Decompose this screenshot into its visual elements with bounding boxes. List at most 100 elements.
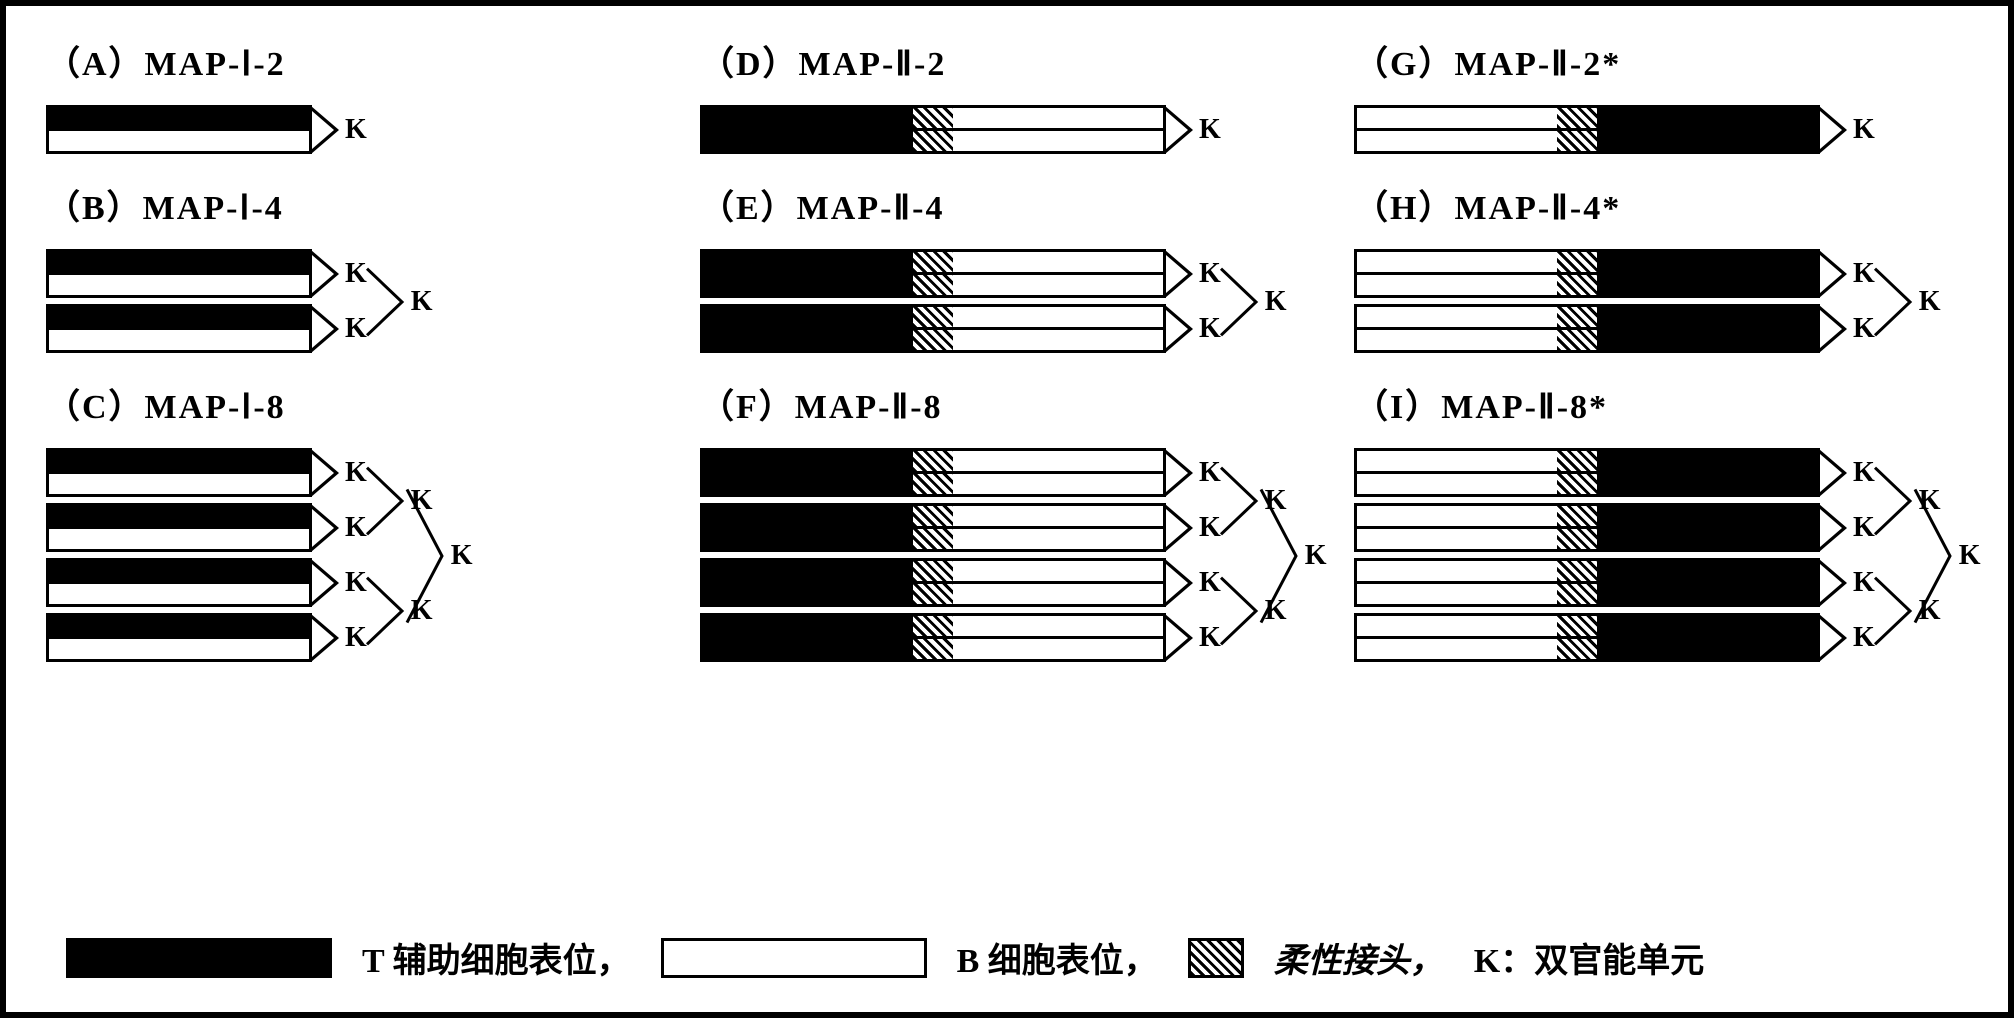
k-label: K xyxy=(345,258,367,290)
segment-hatch xyxy=(913,616,953,636)
segment-white xyxy=(49,330,309,350)
branch-group: KKK xyxy=(1354,249,1968,359)
legend: T 辅助细胞表位， B 细胞表位， 柔性接头， K：双官能单元 xyxy=(66,933,1948,982)
arrowhead-icon xyxy=(1819,504,1847,552)
arrowhead-icon xyxy=(311,250,339,298)
peptide-arm: K xyxy=(1354,304,1875,353)
k-label: K xyxy=(1853,114,1875,146)
k-label: K xyxy=(1919,286,1941,318)
segment-black xyxy=(703,639,913,659)
peptide-arm: K xyxy=(1354,558,1875,607)
k-label: K xyxy=(1199,622,1221,654)
k-label: K xyxy=(1199,567,1221,599)
segment-black xyxy=(703,561,913,581)
segment-black xyxy=(1597,108,1817,128)
peptide-bar xyxy=(46,249,312,298)
arrowhead-icon xyxy=(1165,504,1193,552)
bracket: K xyxy=(1875,559,1915,668)
structure: KKK xyxy=(1354,249,1968,359)
legend-swatch-hatch xyxy=(1188,938,1244,978)
k-label: K xyxy=(1959,540,1981,572)
peptide-bar xyxy=(1354,558,1820,607)
segment-black xyxy=(703,506,913,526)
arrowhead-icon xyxy=(1819,305,1847,353)
branch-group: KKK xyxy=(700,249,1314,359)
peptide-bar xyxy=(700,304,1166,353)
peptide-bar xyxy=(46,304,312,353)
k-label: K xyxy=(345,567,367,599)
segment-hatch xyxy=(1557,474,1597,494)
peptide-arm: K xyxy=(1354,503,1875,552)
panel-title: （D）MAP-Ⅱ-2 xyxy=(700,36,1314,85)
k-label: K xyxy=(1853,313,1875,345)
peptide-bar xyxy=(46,105,312,154)
structure: KKK xyxy=(46,249,660,359)
k-label: K xyxy=(1853,567,1875,599)
segment-black xyxy=(1597,529,1817,549)
peptide-bar xyxy=(700,448,1166,497)
segment-black xyxy=(1597,451,1817,471)
segment-white xyxy=(49,474,309,494)
arrowhead-icon xyxy=(1819,449,1847,497)
peptide-arm: K xyxy=(46,613,367,662)
segment-white xyxy=(953,529,1163,549)
segment-hatch xyxy=(913,529,953,549)
peptide-bar xyxy=(700,105,1166,154)
segment-white xyxy=(49,529,309,549)
segment-hatch xyxy=(1557,252,1597,272)
segment-black xyxy=(703,275,913,295)
peptide-bar xyxy=(700,249,1166,298)
arrowhead-icon xyxy=(311,305,339,353)
segment-hatch xyxy=(913,275,953,295)
peptide-bar xyxy=(1354,105,1820,154)
peptide-arm: K xyxy=(700,613,1221,662)
peptide-arm: K xyxy=(1354,448,1875,497)
structure: KKKKKKK xyxy=(1354,448,1968,668)
bracket: K xyxy=(1261,452,1301,665)
peptide-arm: K xyxy=(700,448,1221,497)
segment-hatch xyxy=(913,506,953,526)
peptide-arm: K xyxy=(1354,249,1875,298)
peptide-bar xyxy=(700,613,1166,662)
panel-F: （F）MAP-Ⅱ-8KKKKKKK xyxy=(700,379,1314,668)
bracket: K xyxy=(367,559,407,668)
arrowhead-icon xyxy=(1165,250,1193,298)
segment-white xyxy=(49,639,309,659)
segment-black xyxy=(49,108,309,128)
bracket: K xyxy=(1221,559,1261,668)
arrowhead-icon xyxy=(1165,614,1193,662)
segment-black xyxy=(703,252,913,272)
peptide-arm: K xyxy=(46,304,367,353)
branch-group: KKK xyxy=(1354,558,1915,668)
segment-black xyxy=(49,252,309,272)
k-label: K xyxy=(1305,540,1327,572)
segment-white xyxy=(953,451,1163,471)
k-label: K xyxy=(345,512,367,544)
segment-hatch xyxy=(1557,639,1597,659)
peptide-bar xyxy=(1354,503,1820,552)
arrowhead-icon xyxy=(1819,250,1847,298)
bracket: K xyxy=(1221,250,1261,359)
k-label: K xyxy=(345,313,367,345)
segment-white xyxy=(1357,252,1557,272)
segment-hatch xyxy=(1557,330,1597,350)
segment-hatch xyxy=(913,561,953,581)
legend-k: K：双官能单元 xyxy=(1474,933,1704,982)
segment-white xyxy=(953,506,1163,526)
panel-A: （A）MAP-Ⅰ-2K xyxy=(46,36,660,160)
peptide-arm: K xyxy=(1354,105,1968,154)
peptide-bar xyxy=(1354,448,1820,497)
k-label: K xyxy=(345,622,367,654)
segment-hatch xyxy=(1557,307,1597,327)
segment-white xyxy=(1357,561,1557,581)
segment-white xyxy=(1357,307,1557,327)
figure-frame: （A）MAP-Ⅰ-2K（B）MAP-Ⅰ-4KKK（C）MAP-Ⅰ-8KKKKKK… xyxy=(0,0,2014,1018)
peptide-arm: K xyxy=(46,558,367,607)
peptide-arm: K xyxy=(700,503,1221,552)
segment-hatch xyxy=(913,474,953,494)
segment-black xyxy=(1597,330,1817,350)
segment-white xyxy=(953,474,1163,494)
legend-t-helper: T 辅助细胞表位， xyxy=(362,933,631,982)
segment-black xyxy=(49,616,309,636)
segment-hatch xyxy=(1557,584,1597,604)
